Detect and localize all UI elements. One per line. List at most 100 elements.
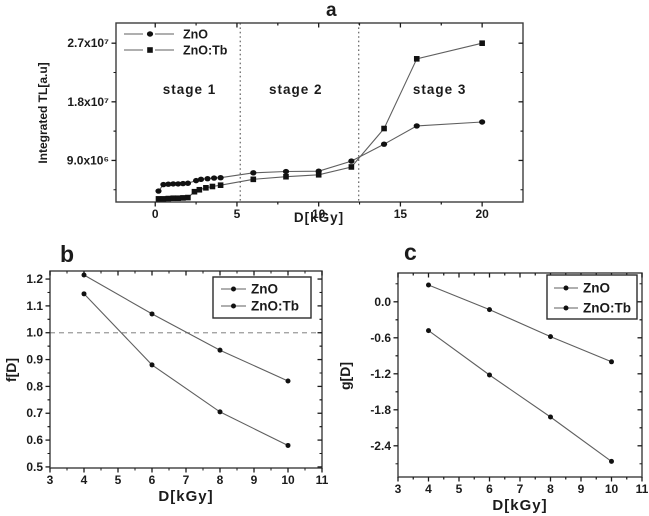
series-marker xyxy=(217,175,224,181)
series-marker xyxy=(165,181,172,187)
y-tick-label: 0.0 xyxy=(374,295,391,309)
panel-b-chart: b 3 4 5 6 7 8 9 10 11 0.5 0.6 0.7 0.8 0.9 1.0 1.1 1.2 D[kG… xyxy=(3,241,329,505)
series-marker xyxy=(217,347,223,353)
series-marker xyxy=(250,176,257,183)
series-marker xyxy=(217,182,224,188)
series-marker xyxy=(185,194,191,201)
x-tick-label: 6 xyxy=(486,482,493,496)
series-line xyxy=(428,330,612,462)
x-tick-label: 5 xyxy=(456,482,463,496)
series-marker xyxy=(155,188,162,194)
legend-marker xyxy=(231,303,236,309)
series-marker xyxy=(479,119,486,125)
series-marker xyxy=(204,175,211,182)
panel-title: a xyxy=(326,0,337,21)
y-axis-label: f[D] xyxy=(3,358,19,382)
series-marker xyxy=(196,186,203,193)
legend-marker xyxy=(146,31,154,37)
x-tick-label: 9 xyxy=(251,473,258,487)
x-tick-label: 10 xyxy=(281,473,295,487)
series-line xyxy=(83,293,289,446)
legend-label: ZnO xyxy=(183,28,208,42)
x-tick-label: 5 xyxy=(234,207,241,221)
panel-title: b xyxy=(60,241,74,267)
series-marker xyxy=(175,181,182,187)
x-tick-label: 11 xyxy=(636,482,649,496)
x-tick-label: 3 xyxy=(395,482,402,496)
legend-marker xyxy=(147,47,153,53)
x-tick-label: 8 xyxy=(217,473,224,487)
plot-frame xyxy=(115,22,524,203)
x-axis-label: D[kGy] xyxy=(492,497,547,514)
series-marker xyxy=(170,195,177,202)
series-marker xyxy=(191,188,198,195)
y-axis-label: Integrated TL[a.u] xyxy=(36,62,50,163)
y-tick-label: 9.0x10⁶ xyxy=(67,153,109,167)
panel-c-chart: c 3 4 5 6 7 8 9 10 11 0.0 -0.6 -1.2 -1.8 -2.4 D[kGy] g[D… xyxy=(337,240,649,514)
series-marker xyxy=(348,158,355,164)
y-tick-label: 1.0 xyxy=(26,326,43,340)
y-tick-label: -0.6 xyxy=(370,331,391,345)
series-marker xyxy=(149,311,155,317)
stage-annotation: stage 3 xyxy=(413,82,467,97)
x-tick-label: 3 xyxy=(47,473,54,487)
x-tick-label: 7 xyxy=(183,473,190,487)
x-tick-label: 11 xyxy=(316,473,329,487)
series-marker xyxy=(548,334,553,340)
legend-marker xyxy=(563,285,569,291)
legend-marker xyxy=(563,305,569,311)
panel-a-chart: a 0 5 10 15 20 9.0x10⁶ 1.8x10⁷ 2.7x10⁷ D[kGy] Inte… xyxy=(36,0,524,225)
legend-label: ZnO xyxy=(583,281,610,296)
y-tick-label: 0.8 xyxy=(26,379,43,393)
x-axis-label: D[kGy] xyxy=(158,488,213,505)
legend-label: ZnO xyxy=(251,282,278,297)
series-marker xyxy=(380,141,388,147)
series-marker xyxy=(487,307,492,313)
series-marker xyxy=(282,168,290,175)
y-tick-label: -1.8 xyxy=(370,403,391,417)
series-marker xyxy=(149,362,155,368)
x-tick-label: 20 xyxy=(475,207,489,221)
y-tick-label: -2.4 xyxy=(370,439,391,453)
y-tick-label: 0.6 xyxy=(26,433,43,447)
x-tick-label: 5 xyxy=(115,473,122,487)
x-tick-label: 10 xyxy=(312,207,326,221)
y-tick-label: 1.8x10⁷ xyxy=(67,95,109,109)
legend-label: ZnO:Tb xyxy=(183,44,228,58)
series-marker xyxy=(160,181,167,188)
x-tick-label: 7 xyxy=(517,482,524,496)
series-marker xyxy=(285,442,291,448)
y-tick-label: 2.7x10⁷ xyxy=(67,36,109,50)
y-tick-label: 1.1 xyxy=(26,299,43,313)
series-marker xyxy=(413,56,420,62)
series-marker xyxy=(381,125,387,132)
series-marker xyxy=(179,180,187,187)
x-tick-label: 10 xyxy=(605,482,619,496)
series-marker xyxy=(209,183,216,190)
series-marker xyxy=(180,195,186,201)
series-marker xyxy=(609,359,614,365)
series-marker xyxy=(426,282,431,288)
x-tick-label: 0 xyxy=(152,207,159,221)
series-marker xyxy=(170,181,177,187)
y-tick-label: 0.5 xyxy=(26,460,43,474)
legend-label: ZnO:Tb xyxy=(583,301,631,316)
legend-label: ZnO:Tb xyxy=(251,299,299,314)
series-marker xyxy=(413,123,420,129)
y-axis-label: g[D] xyxy=(337,362,353,390)
y-tick-label: -1.2 xyxy=(370,367,391,381)
series-marker xyxy=(192,177,200,184)
x-tick-label: 15 xyxy=(394,207,408,221)
series-marker xyxy=(210,175,218,181)
stage-annotation: stage 2 xyxy=(269,82,323,97)
series-marker xyxy=(426,328,431,334)
series-marker xyxy=(160,196,167,202)
series-marker xyxy=(487,372,492,378)
x-tick-label: 8 xyxy=(547,482,554,496)
x-tick-label: 9 xyxy=(578,482,585,496)
y-tick-label: 1.2 xyxy=(26,272,43,286)
x-tick-label: 6 xyxy=(149,473,156,487)
series-marker xyxy=(155,196,162,202)
x-tick-label: 4 xyxy=(425,482,432,496)
